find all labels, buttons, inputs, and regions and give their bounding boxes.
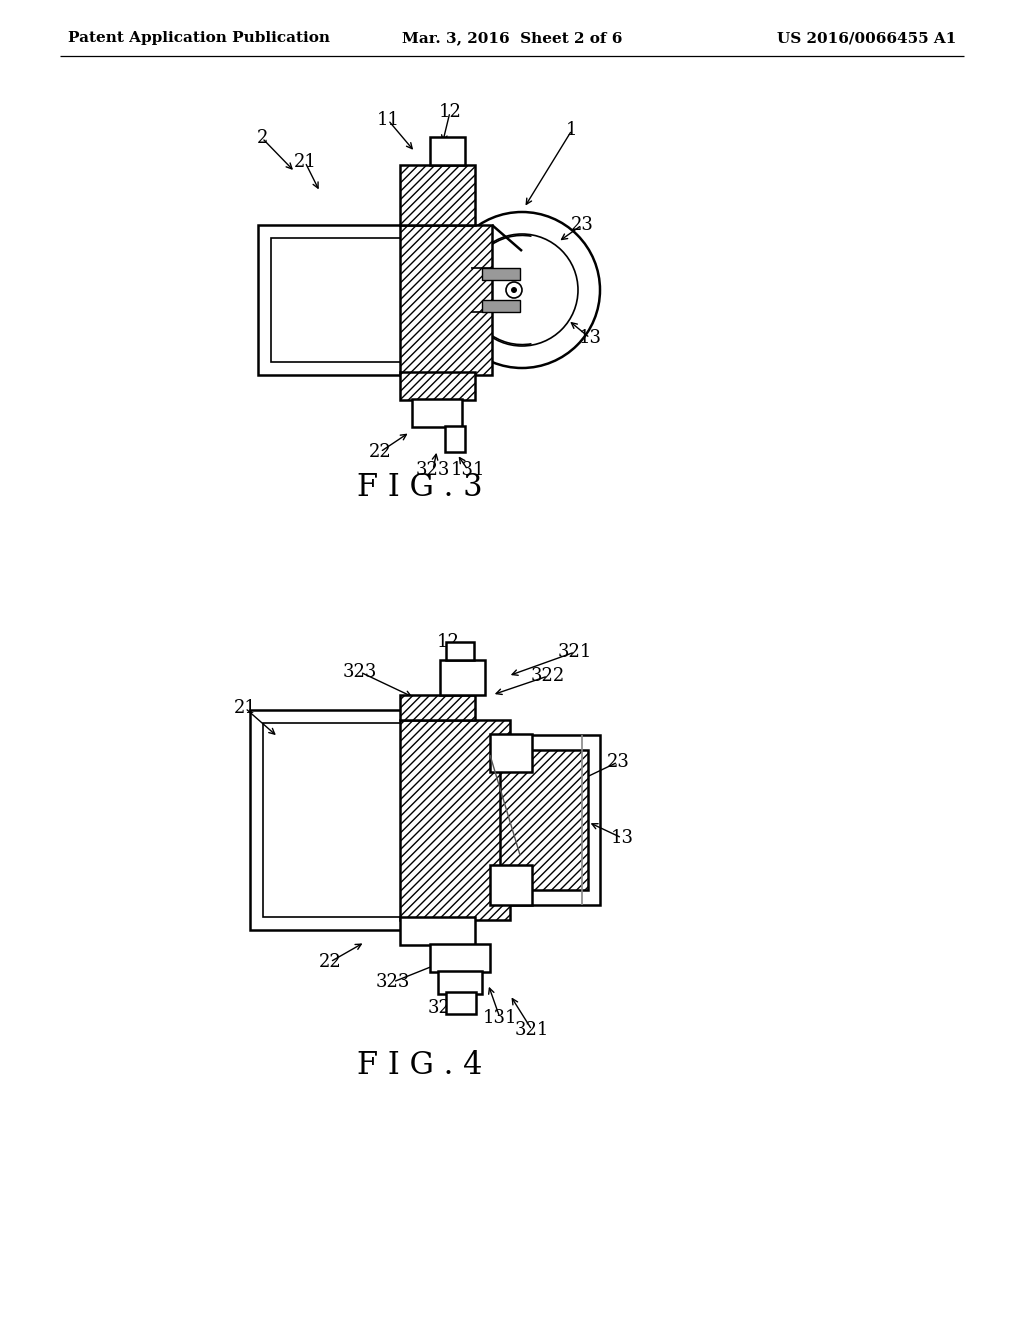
Text: 323: 323: [416, 461, 451, 479]
Bar: [430, 944, 490, 972]
Text: 323: 323: [343, 663, 377, 681]
Circle shape: [511, 286, 517, 293]
Bar: [400, 372, 475, 400]
Text: 323: 323: [376, 973, 411, 991]
Bar: [490, 865, 532, 906]
Text: 21: 21: [233, 700, 256, 717]
Bar: [500, 750, 588, 890]
Bar: [400, 165, 475, 224]
Text: 23: 23: [570, 216, 594, 234]
Bar: [490, 734, 532, 772]
Bar: [400, 224, 492, 375]
Text: 131: 131: [482, 1008, 517, 1027]
Bar: [400, 696, 475, 719]
Bar: [482, 300, 520, 312]
Text: Patent Application Publication: Patent Application Publication: [68, 30, 330, 45]
Text: US 2016/0066455 A1: US 2016/0066455 A1: [776, 30, 956, 45]
Text: 12: 12: [436, 634, 460, 651]
Text: 23: 23: [606, 752, 630, 771]
Text: F I G . 3: F I G . 3: [357, 473, 482, 503]
Bar: [482, 268, 520, 280]
Text: 1: 1: [566, 121, 578, 139]
Text: 22: 22: [318, 953, 341, 972]
Text: 321: 321: [558, 643, 592, 661]
Text: 2: 2: [256, 129, 267, 147]
Bar: [430, 137, 465, 165]
Bar: [258, 224, 418, 375]
Bar: [446, 642, 474, 660]
Text: 321: 321: [515, 1020, 549, 1039]
Text: Mar. 3, 2016  Sheet 2 of 6: Mar. 3, 2016 Sheet 2 of 6: [401, 30, 623, 45]
Bar: [258, 224, 418, 375]
Bar: [250, 710, 425, 931]
Bar: [438, 972, 482, 994]
Bar: [440, 660, 485, 696]
Bar: [271, 238, 406, 362]
Bar: [263, 723, 412, 917]
Text: 322: 322: [428, 999, 462, 1016]
Bar: [412, 399, 462, 426]
Text: F I G . 4: F I G . 4: [357, 1049, 482, 1081]
Text: 13: 13: [579, 329, 601, 347]
Bar: [446, 993, 476, 1014]
Text: 22: 22: [369, 444, 391, 461]
Text: 12: 12: [438, 103, 462, 121]
Bar: [400, 917, 475, 945]
Bar: [250, 710, 425, 931]
Text: 131: 131: [451, 461, 485, 479]
Text: 21: 21: [294, 153, 316, 172]
Text: 322: 322: [530, 667, 565, 685]
Bar: [445, 426, 465, 451]
Text: 13: 13: [610, 829, 634, 847]
Bar: [490, 735, 600, 906]
Bar: [400, 719, 510, 920]
Text: 11: 11: [377, 111, 399, 129]
